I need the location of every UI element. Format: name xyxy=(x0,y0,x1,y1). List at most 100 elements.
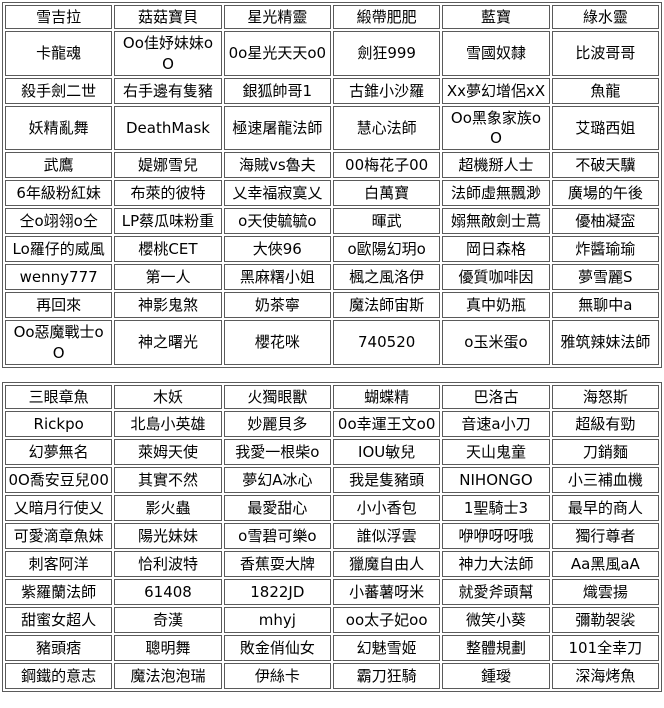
player-name-cell: 獨行尊者 xyxy=(551,523,659,549)
player-name-cell: 劍狂999 xyxy=(332,31,441,76)
player-name-cell: 雅筑辣妹法師 xyxy=(551,320,659,365)
player-name-cell: 海賊vs魯夫 xyxy=(223,152,331,179)
player-name-cell: Xx夢幻增侶xX xyxy=(442,77,550,104)
player-name-cell: 殺手劍二世 xyxy=(5,77,113,104)
player-name-cell: 優質咖啡因 xyxy=(442,264,550,291)
table-row: 刺客阿洋 恰利波特 香蕉耍大牌 獵魔自由人 神力大法師 Aa黑風aA xyxy=(5,551,659,577)
player-name-cell: 北島小英雄 xyxy=(114,411,222,437)
player-name-cell: 影火蟲 xyxy=(114,495,222,521)
player-name-cell: 魔法泡泡瑞 xyxy=(114,663,222,689)
player-name-cell: 廣場的午後 xyxy=(551,180,659,207)
player-name-cell: IOU敏兒 xyxy=(332,439,441,465)
player-name-cell: 咿咿呀呀哦 xyxy=(442,523,550,549)
ranking-table-top: 雪吉拉 菇菇寶貝 星光精靈 緞帶肥肥 藍寶 綠水靈 卡龍魂 Oo佳妤妹妹oO 0o星光天天o0… xyxy=(2,2,662,368)
player-name-cell: 暉武 xyxy=(332,208,441,235)
column-header: 巴洛古 xyxy=(442,384,550,409)
player-name-cell: 1822JD xyxy=(223,579,331,605)
player-name-cell: 彌勒袈裟 xyxy=(551,607,659,633)
table-row: 乂暗月行使乂 影火蟲 最愛甜心 小小香包 1聖騎士3 最早的商人 xyxy=(5,495,659,521)
table-row: 0O喬安豆兒00 其實不然 夢幻A冰心 我是隻豬頭 NIHONGO 小三補血機 xyxy=(5,467,659,493)
player-name-cell: 伊絲卡 xyxy=(223,663,331,689)
player-name-cell: 妖精亂舞 xyxy=(5,105,113,151)
player-name-cell: 0o幸運王文o0 xyxy=(332,411,441,437)
player-name-cell: o歐陽幻玥o xyxy=(332,236,441,263)
player-name-cell: 1聖騎士3 xyxy=(442,495,550,521)
column-header: 緞帶肥肥 xyxy=(332,5,441,30)
player-name-cell: 夢幻A冰心 xyxy=(223,467,331,493)
column-header: 星光精靈 xyxy=(223,5,331,30)
player-name-cell: 小蕃薯呀米 xyxy=(332,579,441,605)
player-name-cell: 白萬寶 xyxy=(332,180,441,207)
player-name-cell: 誰似浮雲 xyxy=(332,523,441,549)
player-name-cell: 最愛甜心 xyxy=(223,495,331,521)
table-body: Rickpo 北島小英雄 妙麗貝多 0o幸運王文o0 音速a小刀 超級有勁 幻夢無名 萊姆天使… xyxy=(5,411,659,689)
player-name-cell: 就愛斧頭幫 xyxy=(442,579,550,605)
player-name-cell: 101全幸刀 xyxy=(551,635,659,661)
player-name-cell: 深海烤魚 xyxy=(551,663,659,689)
player-name-cell: 魔法師宙斯 xyxy=(332,292,441,319)
player-name-cell: 微笑小葵 xyxy=(442,607,550,633)
player-name-cell: 極速屠龍法師 xyxy=(223,105,331,151)
player-name-cell: 古錐小沙羅 xyxy=(332,77,441,104)
column-header: 藍寶 xyxy=(442,5,550,30)
player-name-cell: 炸醬瑜瑜 xyxy=(551,236,659,263)
table-row: 6年級粉紅妹 布萊的彼特 乂幸福寂寞乂 白萬寶 法師虛無飄渺 廣場的午後 xyxy=(5,180,659,207)
player-name-cell: o玉米蛋o xyxy=(442,320,550,365)
player-name-cell: 我是隻豬頭 xyxy=(332,467,441,493)
player-name-cell: 奇漢 xyxy=(114,607,222,633)
player-name-cell: 獵魔自由人 xyxy=(332,551,441,577)
player-name-cell: DeathMask xyxy=(114,105,222,151)
player-name-cell: 甜蜜女超人 xyxy=(5,607,113,633)
player-name-cell: 魚龍 xyxy=(551,77,659,104)
table-row: wenny777 第一人 黑麻糬小姐 楓之風洛伊 優質咖啡因 夢雪麗S xyxy=(5,264,659,291)
column-header: 火獨眼獸 xyxy=(223,384,331,409)
player-name-cell: o雪碧可樂o xyxy=(223,523,331,549)
column-header: 綠水靈 xyxy=(551,5,659,30)
player-name-cell: Aa黑風aA xyxy=(551,551,659,577)
player-name-cell: 恰利波特 xyxy=(114,551,222,577)
column-header: 雪吉拉 xyxy=(5,5,113,30)
column-header: 木妖 xyxy=(114,384,222,409)
player-name-cell: 黑麻糬小姐 xyxy=(223,264,331,291)
player-name-cell: 紫羅蘭法師 xyxy=(5,579,113,605)
player-name-cell: Lo羅仔的威風 xyxy=(5,236,113,263)
player-name-cell: 卡龍魂 xyxy=(5,31,113,76)
table-row: 紫羅蘭法師 61408 1822JD 小蕃薯呀米 就愛斧頭幫 熾雲揚 xyxy=(5,579,659,605)
player-name-cell: o天使毓毓o xyxy=(223,208,331,235)
table-row: 豬頭痞 聰明舞 敗金俏仙女 幻魅雪姬 整體規劃 101全幸刀 xyxy=(5,635,659,661)
table-header-row: 三眼章魚 木妖 火獨眼獸 蝴蝶精 巴洛古 海怒斯 xyxy=(5,384,659,409)
player-name-cell: 楓之風洛伊 xyxy=(332,264,441,291)
table-row: Oo惡魔戰士oO 神之曙光 櫻花咪 740520 o玉米蛋o 雅筑辣妹法師 xyxy=(5,320,659,365)
table-row: 武鷹 媞娜雪兒 海賊vs魯夫 00梅花子00 超機掰人士 不破天驥 xyxy=(5,152,659,179)
player-name-cell: 霸刀狂騎 xyxy=(332,663,441,689)
table-row: Rickpo 北島小英雄 妙麗貝多 0o幸運王文o0 音速a小刀 超級有勁 xyxy=(5,411,659,437)
player-name-cell: 00梅花子00 xyxy=(332,152,441,179)
player-name-cell: 銀狐帥哥1 xyxy=(223,77,331,104)
player-name-cell: 布萊的彼特 xyxy=(114,180,222,207)
table-row: 妖精亂舞 DeathMask 極速屠龍法師 慧心法師 Oo黑象家族oO 艾璐西姐 xyxy=(5,105,659,151)
player-name-cell: 刺客阿洋 xyxy=(5,551,113,577)
player-name-cell: 媞娜雪兒 xyxy=(114,152,222,179)
player-name-cell: mhyj xyxy=(223,607,331,633)
column-header: 菇菇寶貝 xyxy=(114,5,222,30)
player-name-cell: 740520 xyxy=(332,320,441,365)
player-name-cell: 神力大法師 xyxy=(442,551,550,577)
table-row: 鋼鐵的意志 魔法泡泡瑞 伊絲卡 霸刀狂騎 鍾璦 深海烤魚 xyxy=(5,663,659,689)
player-name-cell: 右手邊有隻豬 xyxy=(114,77,222,104)
player-name-cell: 小三補血機 xyxy=(551,467,659,493)
player-name-cell: 比波哥哥 xyxy=(551,31,659,76)
header-row: 雪吉拉 菇菇寶貝 星光精靈 緞帶肥肥 藍寶 綠水靈 xyxy=(5,5,659,30)
column-header: 蝴蝶精 xyxy=(332,384,441,409)
player-name-cell: 萊姆天使 xyxy=(114,439,222,465)
player-name-cell: 61408 xyxy=(114,579,222,605)
player-name-cell: 再回來 xyxy=(5,292,113,319)
player-name-cell: 幻夢無名 xyxy=(5,439,113,465)
player-name-cell: LP蔡瓜味粉重 xyxy=(114,208,222,235)
player-name-cell: 武鷹 xyxy=(5,152,113,179)
player-name-cell: 整體規劃 xyxy=(442,635,550,661)
player-name-cell: 慧心法師 xyxy=(332,105,441,151)
player-name-cell: 真中奶瓶 xyxy=(442,292,550,319)
player-name-cell: 小小香包 xyxy=(332,495,441,521)
player-name-cell: 香蕉耍大牌 xyxy=(223,551,331,577)
table-row: 可愛滴章魚妹 陽光妹妹 o雪碧可樂o 誰似浮雲 咿咿呀呀哦 獨行尊者 xyxy=(5,523,659,549)
